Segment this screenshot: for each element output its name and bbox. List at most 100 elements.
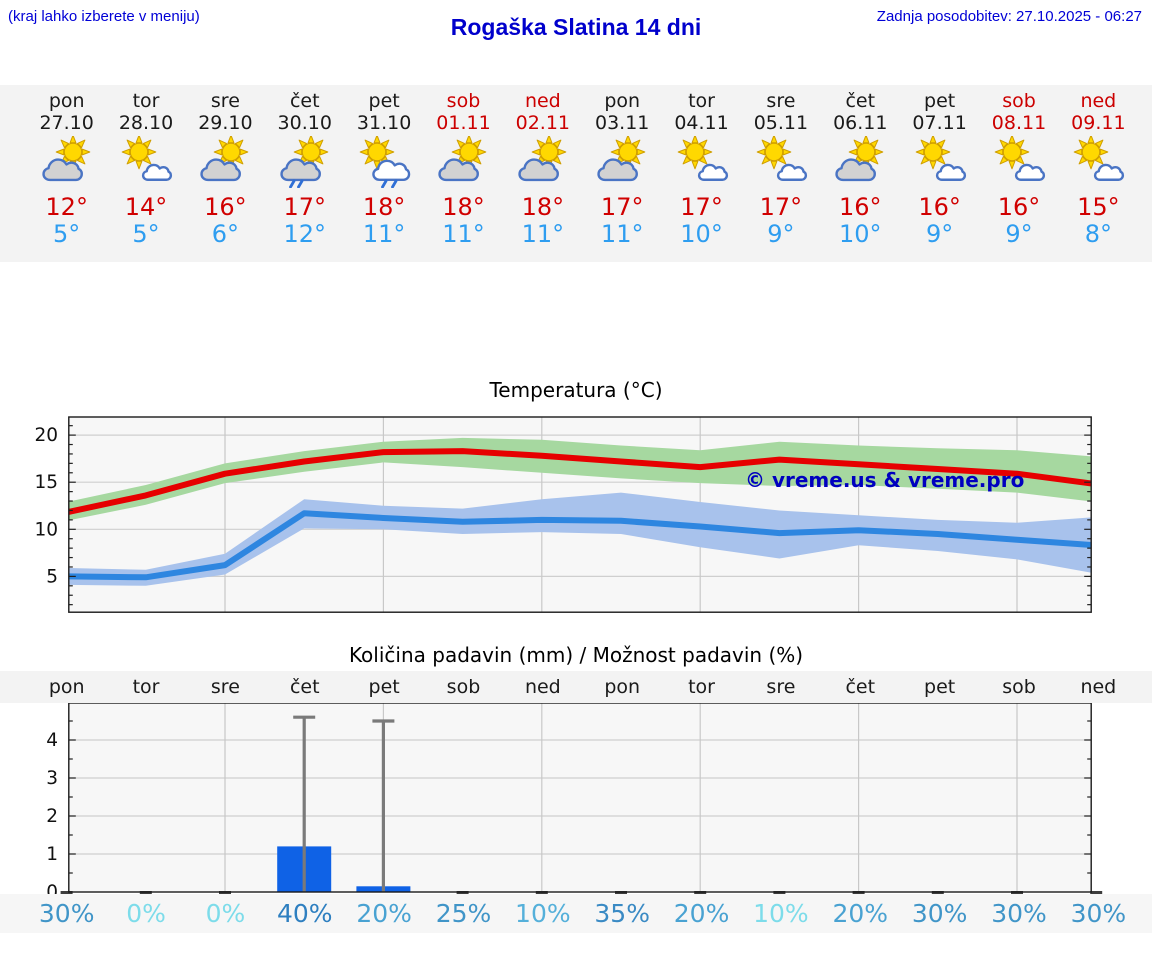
weather-page: (kraj lahko izberete v meniju) Rogaška S…	[0, 0, 1152, 933]
precip-probability: 30%	[911, 899, 968, 928]
day-name: pon	[604, 90, 641, 112]
day-date: 02.11	[515, 112, 571, 134]
forecast-day-4: čet 30.10 17° 12°	[265, 90, 344, 262]
precip-zero-dash	[1090, 891, 1103, 894]
day-name: sre	[766, 90, 796, 112]
min-temp: 11°	[362, 220, 406, 248]
sun-gray-cloud-icon	[821, 136, 900, 188]
day-date: 07.11	[912, 112, 967, 134]
precip-probability: 20%	[832, 899, 889, 928]
min-temp: 6°	[211, 220, 240, 248]
precip-whisker	[372, 719, 395, 892]
svg-text:20: 20	[34, 425, 58, 446]
sun-gray-cloud-rain-icon	[265, 136, 344, 188]
temperature-chart: 5 10 15 20 © vreme.us & vreme.pro	[34, 416, 1092, 613]
forecast-day-10: sre 05.11 17° 9°	[741, 90, 820, 262]
watermark-text: © vreme.us & vreme.pro	[745, 468, 1024, 492]
day-name: pon	[48, 90, 85, 112]
forecast-day-7: ned 02.11 18° 11°	[503, 90, 582, 262]
page-header: (kraj lahko izberete v meniju) Rogaška S…	[0, 0, 1152, 85]
last-update: Zadnja posodobitev: 27.10.2025 - 06:27	[876, 8, 1142, 25]
max-temp: 16°	[204, 193, 247, 221]
max-temp: 12°	[45, 193, 88, 221]
svg-text:1: 1	[46, 844, 58, 865]
sun-white-cloud-icon	[900, 136, 979, 188]
min-temperature-line	[68, 510, 1092, 581]
min-temp: 5°	[132, 220, 160, 248]
day-name: ned	[1080, 90, 1117, 112]
sun-white-cloud-rain-icon	[344, 136, 423, 188]
precip-probability: 40%	[276, 899, 333, 928]
day-name: sre	[210, 90, 240, 112]
menu-hint: (kraj lahko izberete v meniju)	[8, 8, 200, 25]
day-date: 01.11	[436, 112, 491, 134]
day-name: tor	[688, 90, 715, 112]
day-name: pet	[368, 90, 400, 112]
day-date: 27.10	[39, 112, 94, 134]
max-temperature-line	[68, 448, 1092, 515]
precip-day-label: pet	[924, 676, 956, 698]
precip-day-label: ned	[1080, 676, 1117, 698]
sun-gray-cloud-icon	[583, 136, 662, 188]
svg-text:5: 5	[46, 566, 58, 587]
sun-white-cloud-icon	[741, 136, 820, 188]
min-temp: 9°	[925, 220, 954, 248]
precip-day-label: pon	[48, 676, 85, 698]
forecast-day-1: pon 27.10 12° 5°	[27, 90, 106, 262]
max-temp: 16°	[918, 193, 961, 221]
page-title: Rogaška Slatina 14 dni	[450, 14, 702, 40]
precip-probability: 10%	[753, 899, 809, 928]
min-temp: 10°	[839, 220, 882, 248]
min-temp: 12°	[283, 220, 327, 248]
min-temp: 9°	[1005, 220, 1033, 248]
precip-day-label: sob	[1002, 676, 1036, 698]
forecast-day-9: tor 04.11 17° 10°	[662, 90, 741, 262]
max-temp: 18°	[442, 193, 485, 221]
max-temp: 14°	[124, 193, 168, 221]
precip-day-label: čet	[845, 676, 876, 698]
precip-probability: 35%	[594, 899, 650, 928]
precip-probability: 30%	[991, 899, 1047, 928]
precip-day-label: pon	[604, 676, 641, 698]
precip-day-label: tor	[688, 676, 715, 698]
max-temp: 17°	[680, 193, 723, 221]
precipitation-chart: 0 1 2 3 4	[46, 703, 1103, 894]
precip-probability: 0%	[126, 899, 166, 928]
max-temp: 18°	[362, 193, 406, 221]
forecast-day-8: pon 03.11 17° 11°	[583, 90, 662, 262]
precip-probability-row: 30% 0% 0% 40% 20% 25% 10% 35% 20% 10% 20% 30% 30% 30%	[0, 894, 1152, 933]
sun-white-cloud-icon	[979, 136, 1058, 188]
temperature-chart-title: Temperatura (°C)	[489, 378, 663, 402]
precip-whisker	[293, 715, 316, 892]
day-name: tor	[132, 90, 160, 112]
min-temp: 10°	[680, 220, 723, 248]
svg-text:15: 15	[34, 472, 58, 493]
max-temp: 17°	[600, 193, 644, 221]
sun-gray-cloud-icon	[424, 136, 503, 188]
forecast-day-13: sob 08.11 16° 9°	[979, 90, 1058, 262]
sun-white-cloud-icon	[1059, 136, 1138, 188]
precip-probability: 30%	[38, 899, 95, 928]
precip-probability: 10%	[515, 899, 571, 928]
precip-day-label: ned	[524, 676, 561, 698]
day-date: 03.11	[594, 112, 650, 134]
svg-text:3: 3	[46, 768, 58, 789]
sun-white-cloud-icon	[662, 136, 741, 188]
svg-text:2: 2	[46, 806, 58, 827]
day-date: 09.11	[1071, 112, 1126, 134]
max-temp: 16°	[839, 193, 882, 221]
sun-gray-cloud-icon	[503, 136, 582, 188]
day-date: 08.11	[991, 112, 1047, 134]
precip-day-label: čet	[289, 676, 320, 698]
day-name: sob	[1002, 90, 1036, 112]
day-date: 31.10	[356, 112, 412, 134]
svg-text:10: 10	[34, 519, 58, 540]
day-date: 05.11	[753, 112, 809, 134]
precip-probability: 25%	[435, 899, 492, 928]
min-temp: 5°	[53, 220, 81, 248]
min-temp: 8°	[1084, 220, 1112, 248]
forecast-day-3: sre 29.10 16° 6°	[186, 90, 265, 262]
day-name: čet	[845, 90, 876, 112]
precip-zero-dash	[60, 891, 73, 894]
min-temp: 11°	[442, 220, 485, 248]
